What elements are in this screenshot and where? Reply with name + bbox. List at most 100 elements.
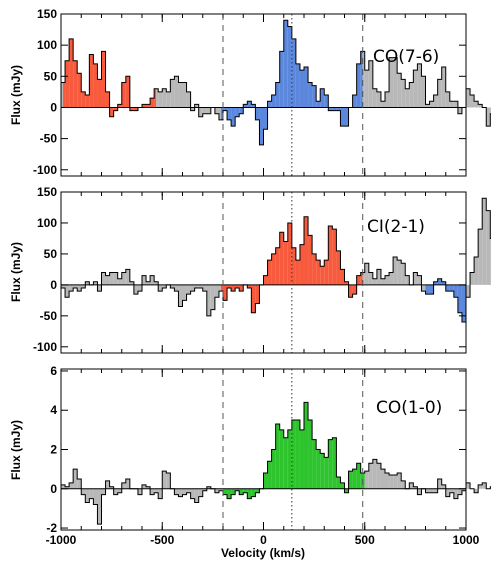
spectrum-bar	[474, 101, 479, 108]
spectrum-bar	[156, 88, 159, 108]
spectrum-bar	[340, 107, 345, 127]
spectrum-bar	[417, 63, 422, 108]
spectrum-bar	[267, 461, 272, 489]
spectrum-bar	[474, 257, 479, 285]
spectrum-bar	[174, 76, 179, 108]
spectrum-bar	[340, 269, 345, 285]
spectrum-bar	[429, 284, 434, 295]
spectrum-bar	[97, 79, 102, 108]
spectrum-bar	[162, 88, 167, 108]
spectrum-bar	[170, 284, 175, 288]
y-tick-label: 150	[37, 185, 57, 199]
spectrum-bar	[380, 469, 385, 489]
spectrum-bar	[255, 488, 260, 493]
spectrum-bar	[178, 284, 183, 307]
spectrum-outline	[61, 197, 491, 323]
spectrum-bar	[352, 469, 357, 489]
x-tick-label: -500	[150, 533, 174, 547]
spectrum-bar	[178, 488, 183, 497]
spectrum-bar	[198, 488, 203, 497]
spectrum-bar	[186, 91, 191, 108]
spectrum-bar	[235, 488, 240, 491]
spectrum-bar	[182, 284, 187, 301]
spectrum-bar	[259, 107, 264, 145]
spectrum-bar	[453, 488, 458, 499]
spectrum-bar	[137, 284, 142, 292]
spectrum-bar	[376, 91, 381, 108]
spectrum-bar	[162, 471, 167, 489]
spectrum-bar	[441, 66, 446, 108]
spectrum-bar	[113, 107, 118, 111]
spectrum-bar	[235, 107, 240, 117]
spectrum-bar	[364, 471, 369, 489]
spectrum-bar	[89, 54, 94, 108]
spectrum-bar	[206, 486, 211, 489]
spectrum-bar	[393, 257, 398, 285]
spectrum-bar	[437, 79, 442, 108]
spectrum-bar	[231, 107, 236, 127]
x-tick-label: 1000	[453, 533, 480, 547]
spectrum-bar	[202, 107, 207, 114]
spectrum-bar	[445, 284, 450, 292]
spectrum-bar	[93, 281, 98, 285]
spectrum-bar	[227, 107, 232, 120]
y-tick-label: 50	[44, 247, 58, 261]
x-axis: -1000 -500 0 500 1000	[46, 533, 480, 547]
spectrum-bar	[385, 91, 390, 108]
spectrum-bar	[332, 437, 337, 489]
spectrum-bar	[372, 88, 377, 108]
spectrum-bar	[457, 107, 462, 114]
spectrum-bar	[263, 107, 268, 130]
spectrum-bar	[316, 101, 321, 108]
panel-co76: -100 -50 0 50 100 150 CO(7-6) Flux (mJy)	[9, 7, 491, 177]
spectrum-bar	[283, 437, 288, 489]
spectrum-bar	[478, 229, 483, 285]
spectrum-bar	[186, 284, 191, 295]
spectrum-bar	[218, 107, 221, 120]
spectrum-bar	[202, 284, 207, 292]
x-tick-label: 500	[355, 533, 375, 547]
spectrum-bar	[283, 241, 288, 285]
spectrum-bar	[295, 63, 300, 108]
spectrum-bar	[61, 284, 66, 288]
spectrum-bar	[316, 449, 321, 489]
spectrum-bar	[206, 107, 211, 114]
spectrum-bar	[362, 51, 365, 108]
spectrum-bar	[182, 488, 187, 495]
spectrum-bar	[362, 272, 365, 285]
spectrum-bar	[291, 247, 296, 285]
spectrum-bar	[453, 101, 458, 108]
spectrum-bar	[113, 272, 118, 285]
spectrum-bar	[291, 38, 296, 108]
spectrum-bar	[421, 76, 426, 108]
spectrum-bar	[178, 82, 183, 108]
spectrum-bar	[376, 463, 381, 489]
spectrum-bar	[287, 222, 292, 285]
spectrum-bar	[63, 82, 66, 108]
spectrum-bar	[344, 281, 349, 285]
spectrum-bar	[101, 488, 106, 495]
spectrum-bar	[474, 488, 479, 493]
spectrum-bar	[445, 91, 450, 108]
spectrum-bar	[231, 284, 236, 292]
spectrum-bar	[174, 284, 179, 292]
spectrum-bar	[279, 429, 284, 489]
spectrum-bar	[360, 272, 363, 285]
spectrum-bar	[73, 284, 78, 288]
spectrum-bar	[198, 107, 203, 117]
spectrum-bar	[453, 284, 458, 298]
spectrum-bar	[61, 82, 64, 108]
spectrum-bar	[101, 51, 106, 108]
spectrum-bar	[360, 51, 363, 108]
spectrum-bar	[457, 488, 462, 495]
spectrum-bar	[239, 107, 244, 114]
spectrum-bar	[150, 98, 155, 108]
spectrum-bar	[376, 269, 381, 285]
spectrum-bar	[146, 281, 151, 285]
spectrum-bar	[401, 263, 406, 285]
spectrum-bar	[158, 284, 163, 292]
spectrum-bar	[482, 482, 487, 489]
spectrum-bar	[308, 82, 313, 108]
spectrum-bar	[275, 423, 280, 489]
spectrum-bar	[457, 284, 462, 313]
